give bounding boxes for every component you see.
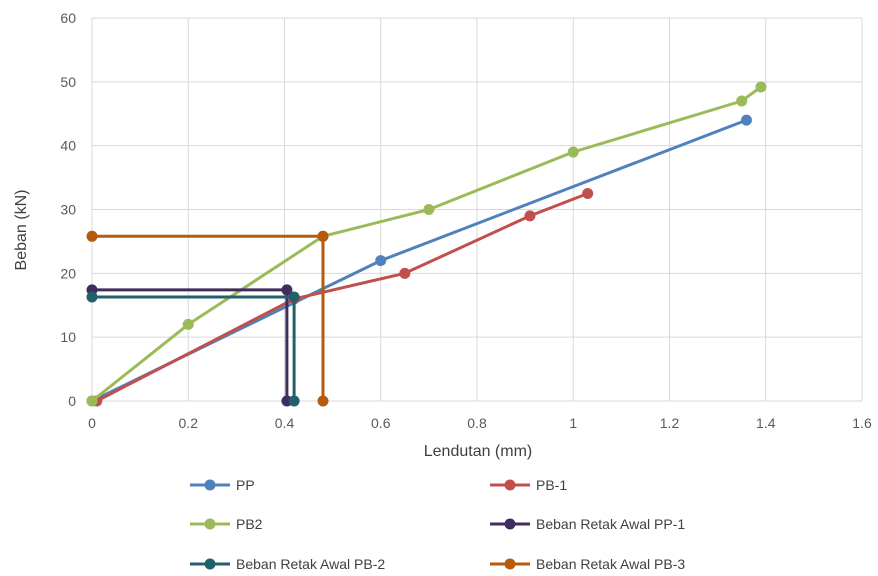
legend-marker	[504, 558, 516, 570]
legend-item: Beban Retak Awal PB-2	[190, 556, 385, 572]
legend-label: PP	[236, 477, 255, 493]
legend-marker	[504, 479, 516, 491]
legend-item: PP	[190, 477, 255, 493]
legend-marker	[204, 518, 216, 530]
y-tick-label: 20	[60, 265, 76, 281]
series-line	[91, 118, 748, 403]
x-tick-label: 0.4	[275, 415, 295, 431]
legend-marker	[504, 518, 516, 530]
x-tick-label: 1.2	[660, 415, 680, 431]
x-tick-label: 1	[569, 415, 577, 431]
legend-item: PB2	[190, 516, 263, 532]
y-tick-label: 50	[60, 74, 76, 90]
legend: PP PB-1 PB2 Beban Retak Awal PP-1 Beban Reta…	[190, 477, 685, 572]
y-tick-label: 0	[68, 393, 76, 409]
x-tick-label: 1.4	[756, 415, 776, 431]
data-point	[375, 255, 387, 267]
data-point	[582, 188, 594, 200]
data-point	[86, 230, 98, 242]
legend-marker	[204, 479, 216, 491]
x-axis-title: Lendutan (mm)	[424, 443, 533, 460]
y-tick-label: 30	[60, 202, 76, 218]
y-tick-label: 10	[60, 329, 76, 345]
series-layer	[86, 81, 767, 407]
data-point	[281, 284, 293, 296]
data-point	[288, 395, 300, 407]
legend-item: Beban Retak Awal PP-1	[490, 516, 685, 532]
data-point	[567, 146, 579, 158]
data-point	[736, 95, 748, 107]
series-4	[86, 291, 300, 407]
data-point	[182, 318, 194, 330]
legend-label: Beban Retak Awal PB-3	[536, 556, 685, 572]
x-tick-label: 0.6	[371, 415, 391, 431]
series-line	[92, 288, 289, 401]
x-tick-label: 0.8	[467, 415, 487, 431]
y-tick-label: 60	[60, 10, 76, 26]
data-point	[317, 230, 329, 242]
data-point	[741, 114, 752, 126]
x-tick-label: 0.2	[179, 415, 199, 431]
data-point	[423, 204, 435, 215]
data-point	[288, 291, 300, 303]
series-0	[86, 114, 752, 407]
tick-labels: 0 0.2 0.4 0.6 0.8 1 1.2 1.4 1.6 0 10 20 30 40 50 60	[60, 10, 872, 431]
x-tick-label: 0	[88, 415, 96, 431]
x-tick-label: 1.6	[852, 415, 872, 431]
series-5	[86, 230, 329, 407]
legend-marker	[204, 558, 216, 570]
data-point	[524, 210, 536, 222]
data-point	[755, 81, 767, 93]
legend-label: Beban Retak Awal PP-1	[536, 516, 685, 532]
y-tick-label: 40	[60, 138, 76, 154]
legend-label: PB2	[236, 516, 263, 532]
data-point	[86, 395, 98, 407]
data-point	[317, 395, 329, 407]
legend-item: PB-1	[490, 477, 567, 493]
legend-label: PB-1	[536, 477, 567, 493]
legend-item: Beban Retak Awal PB-3	[490, 556, 685, 572]
legend-label: Beban Retak Awal PB-2	[236, 556, 385, 572]
data-point	[86, 291, 98, 303]
data-point	[399, 267, 411, 279]
y-axis-title: Beban (kN)	[13, 190, 30, 271]
